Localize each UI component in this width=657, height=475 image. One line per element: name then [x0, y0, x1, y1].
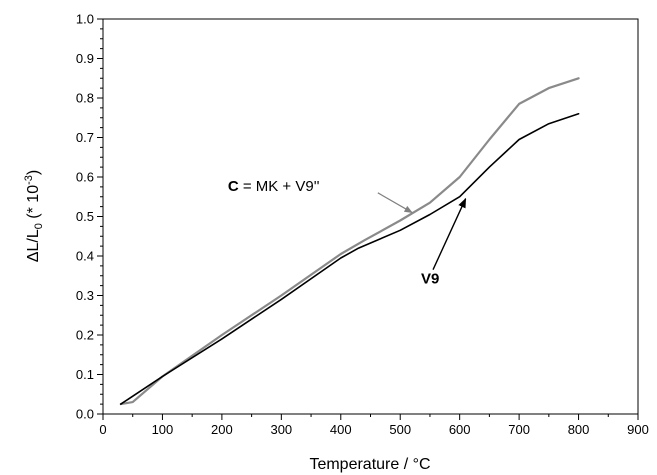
- annotation-v9-label: V9: [421, 271, 439, 288]
- annotation-rest-part: = MK + V9'': [239, 178, 320, 195]
- y-tick-label: 0.7: [76, 130, 94, 145]
- y-tick-label: 0.5: [76, 209, 94, 224]
- x-tick-label: 0: [99, 422, 106, 437]
- y-axis-ticks: 0.0 0.1 0.2 0.3 0.4 0.5 0.6 0.7 0.8 0.9 1.0: [76, 12, 103, 422]
- y-tick-label: 0.1: [76, 367, 94, 382]
- series-layer: [119, 77, 580, 406]
- y-tick-label: 1.0: [76, 12, 94, 27]
- annotation-c-label: C = MK + V9'': [228, 178, 320, 195]
- x-tick-label: 500: [389, 422, 411, 437]
- annotation-c-arrow: [377, 192, 413, 214]
- x-tick-label: 600: [449, 422, 471, 437]
- y-tick-label: 0.9: [76, 51, 94, 66]
- x-tick-label: 700: [508, 422, 530, 437]
- annotation-bold-part: C: [228, 178, 239, 195]
- y-axis-title-sub: 0: [33, 223, 45, 229]
- x-tick-label: 200: [211, 422, 233, 437]
- annotation-bold-part: V9: [421, 271, 439, 288]
- y-tick-label: 0.0: [76, 407, 94, 422]
- y-axis-title-sup: -3: [23, 175, 35, 185]
- x-tick-label: 900: [627, 422, 649, 437]
- series-line-v9: [120, 113, 580, 405]
- x-tick-label: 100: [152, 422, 174, 437]
- y-tick-label: 0.8: [76, 91, 94, 106]
- y-tick-label: 0.6: [76, 170, 94, 185]
- y-axis-title-paren-close: ): [25, 170, 42, 175]
- x-tick-label: 300: [270, 422, 292, 437]
- annotation-v9-arrow: [432, 197, 467, 270]
- annotation-layer: C = MK + V9'' V9: [228, 178, 467, 288]
- y-tick-label: 0.2: [76, 328, 94, 343]
- x-tick-label: 800: [568, 422, 590, 437]
- y-axis-title: ΔL/L0 (* 10-3): [23, 170, 45, 262]
- y-axis-title-paren-open: (* 10: [25, 185, 42, 223]
- series-line-c: [119, 77, 580, 406]
- y-tick-label: 0.3: [76, 288, 94, 303]
- x-axis-ticks: 0 100 200 300 400 500 600 700 800 900: [99, 414, 649, 437]
- x-tick-label: 400: [330, 422, 352, 437]
- plot-frame: [102, 18, 639, 415]
- x-axis-title: Temperature / °C: [309, 456, 430, 473]
- y-tick-label: 0.4: [76, 249, 94, 264]
- y-axis-title-main: ΔL/L: [25, 229, 42, 262]
